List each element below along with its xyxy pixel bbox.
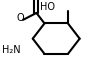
Text: O: O <box>16 13 24 23</box>
Text: HO: HO <box>40 2 54 12</box>
Text: H₂N: H₂N <box>2 45 21 55</box>
